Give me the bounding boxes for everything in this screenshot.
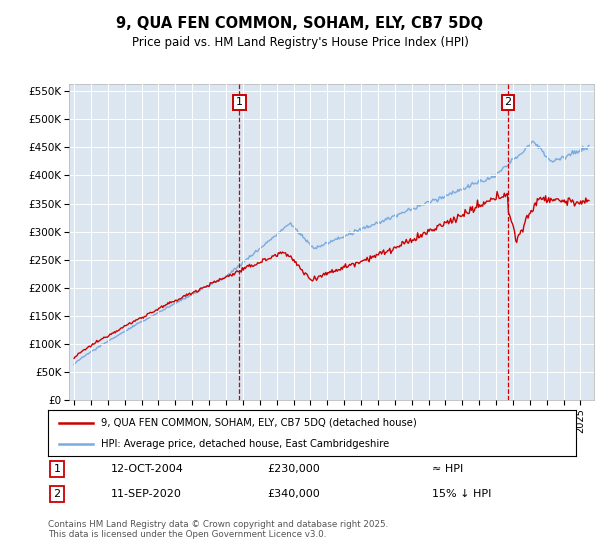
Text: 2: 2 [505, 97, 511, 108]
Text: 15% ↓ HPI: 15% ↓ HPI [432, 489, 491, 499]
Text: 12-OCT-2004: 12-OCT-2004 [111, 464, 184, 474]
Text: 1: 1 [53, 464, 61, 474]
Text: 1: 1 [236, 97, 243, 108]
Text: HPI: Average price, detached house, East Cambridgeshire: HPI: Average price, detached house, East… [101, 439, 389, 449]
Text: Price paid vs. HM Land Registry's House Price Index (HPI): Price paid vs. HM Land Registry's House … [131, 36, 469, 49]
Text: £340,000: £340,000 [267, 489, 320, 499]
Text: 2: 2 [53, 489, 61, 499]
Text: 9, QUA FEN COMMON, SOHAM, ELY, CB7 5DQ (detached house): 9, QUA FEN COMMON, SOHAM, ELY, CB7 5DQ (… [101, 418, 416, 428]
Text: ≈ HPI: ≈ HPI [432, 464, 463, 474]
Text: £230,000: £230,000 [267, 464, 320, 474]
Text: 9, QUA FEN COMMON, SOHAM, ELY, CB7 5DQ: 9, QUA FEN COMMON, SOHAM, ELY, CB7 5DQ [116, 16, 484, 31]
Text: 11-SEP-2020: 11-SEP-2020 [111, 489, 182, 499]
Text: Contains HM Land Registry data © Crown copyright and database right 2025.
This d: Contains HM Land Registry data © Crown c… [48, 520, 388, 539]
